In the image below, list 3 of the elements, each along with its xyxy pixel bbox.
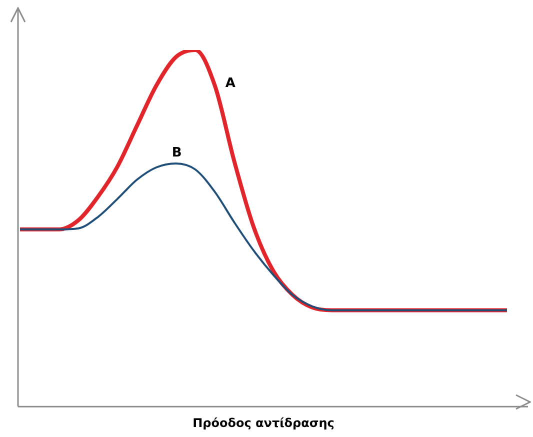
x-axis-title: Πρόοδος αντίδρασης xyxy=(192,416,334,430)
series-label: B xyxy=(172,145,182,160)
series-label: A xyxy=(225,76,236,91)
